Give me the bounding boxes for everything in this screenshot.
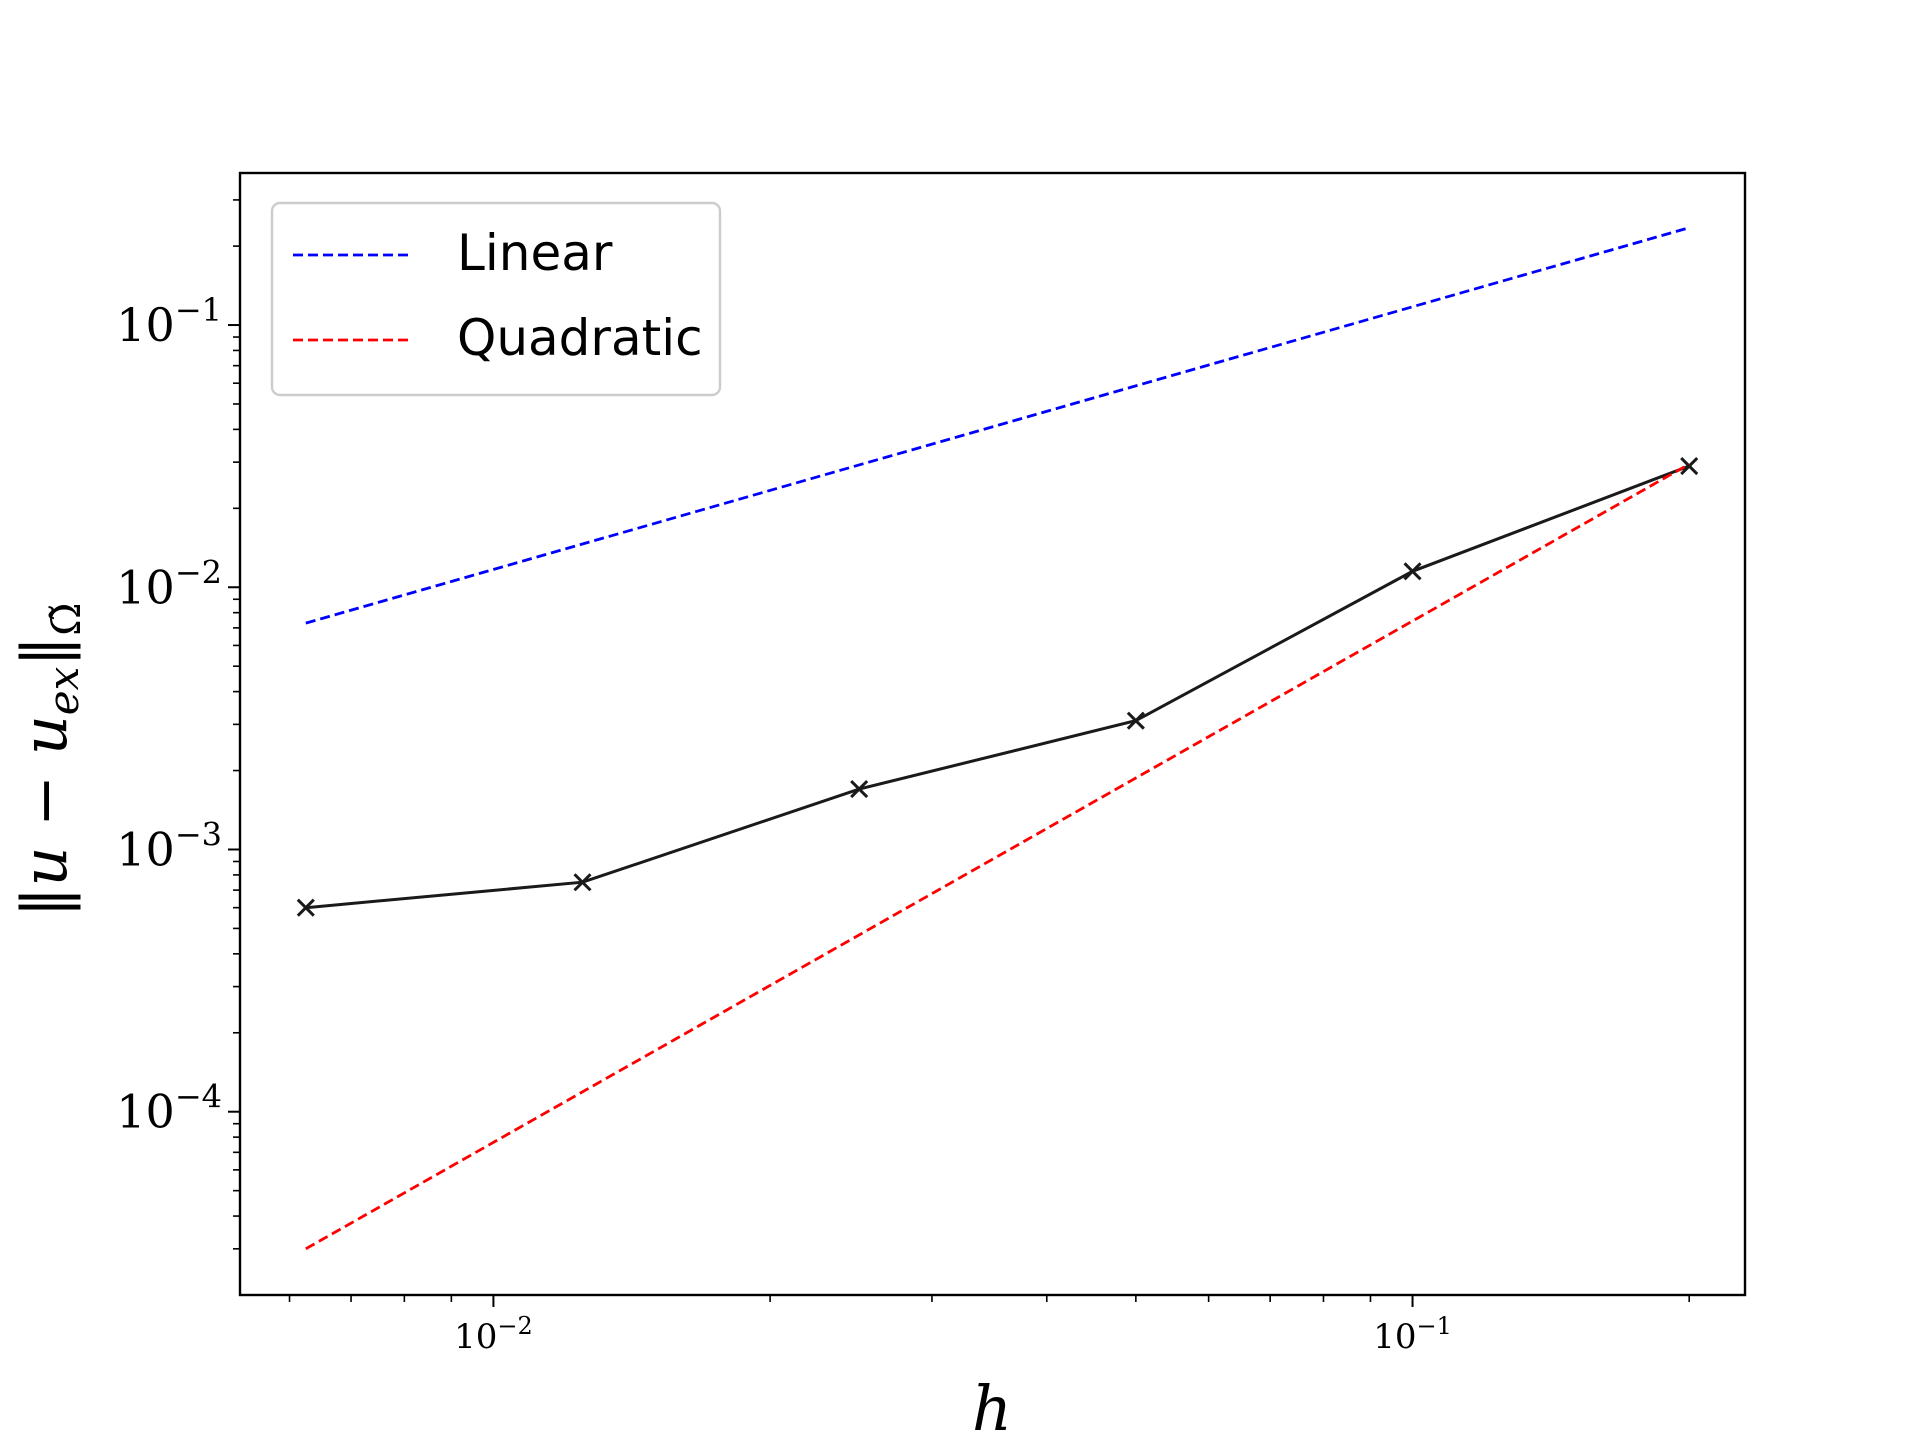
y-title-u-ex: u xyxy=(8,715,81,755)
series-layer xyxy=(296,226,1699,1251)
marker-stroke xyxy=(1126,711,1145,730)
x-tick-label: 10−2 xyxy=(454,1312,533,1357)
marker-stroke xyxy=(1680,456,1699,476)
x-axis-title: h xyxy=(972,1372,1012,1440)
svg-text:‖u − uex‖Ω̃: ‖u − uex‖Ω̃ xyxy=(8,603,90,918)
y-title-norm-sub: Ω̃ xyxy=(44,603,90,636)
major-ticks: 10−2 10−1 10−4 10−3 10−2 10−1 xyxy=(116,291,1452,1357)
y-tick-label: 10−3 xyxy=(116,815,222,876)
legend-label-linear: Linear xyxy=(457,224,613,282)
y-title-sub-ex: ex xyxy=(39,666,88,715)
y-title-u: u xyxy=(8,847,81,887)
y-axis-title: ‖u − uex‖Ω̃ xyxy=(8,603,90,918)
plot-frame xyxy=(238,171,1747,1297)
data-point-marker xyxy=(573,873,592,892)
legend-box xyxy=(270,201,722,397)
y-tick-label: 10−1 xyxy=(116,291,222,352)
legend: Linear Quadratic xyxy=(270,201,722,397)
marker-stroke xyxy=(296,898,315,917)
series-line-quadratic xyxy=(305,462,1690,1251)
y-title-minus: − xyxy=(8,755,81,846)
data-point-marker xyxy=(1126,711,1145,730)
data-point-marker xyxy=(850,779,869,799)
y-title-open-norm: ‖ xyxy=(8,886,81,917)
x-tick-label: 10−1 xyxy=(1373,1312,1452,1357)
legend-label-quadratic: Quadratic xyxy=(457,309,703,367)
y-tick-label: 10−2 xyxy=(116,553,222,614)
marker-stroke xyxy=(1403,562,1422,581)
marker-stroke xyxy=(573,873,592,892)
data-point-marker xyxy=(1403,562,1422,581)
y-title-close-norm: ‖ xyxy=(8,636,81,667)
marker-stroke xyxy=(850,779,869,799)
data-point-marker xyxy=(296,898,315,917)
data-point-marker xyxy=(1680,456,1699,476)
series-line-error xyxy=(305,464,1690,910)
y-tick-label: 10−4 xyxy=(116,1078,222,1139)
